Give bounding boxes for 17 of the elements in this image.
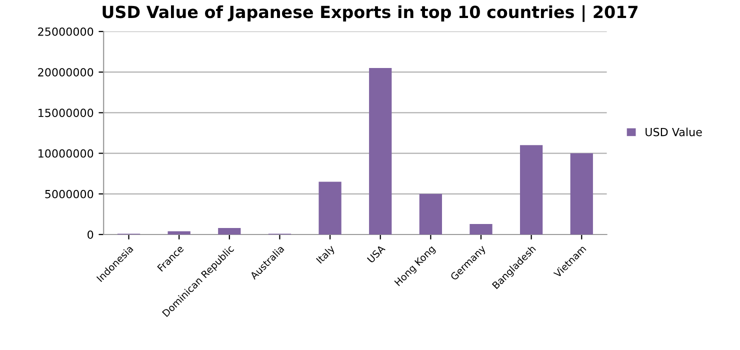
y-tick-label: 10000000 — [38, 149, 94, 158]
y-tick-label: 15000000 — [38, 108, 94, 118]
bar — [218, 228, 241, 234]
bar — [570, 153, 593, 234]
bar — [168, 231, 190, 234]
bar — [470, 224, 492, 234]
y-tick-label: 25000000 — [38, 27, 94, 36]
bar — [419, 194, 442, 234]
y-tick-label: 0 — [88, 230, 94, 239]
y-tick-label: 5000000 — [45, 190, 94, 198]
bar — [520, 145, 543, 234]
x-tick-label: USA — [366, 244, 386, 264]
y-tick-label: 20000000 — [38, 68, 94, 76]
chart-title: USD Value of Japanese Exports in top 10 countries | 2017 — [102, 5, 638, 22]
bar — [369, 68, 392, 234]
legend-label: USD Value — [646, 128, 702, 136]
bar — [318, 182, 342, 234]
